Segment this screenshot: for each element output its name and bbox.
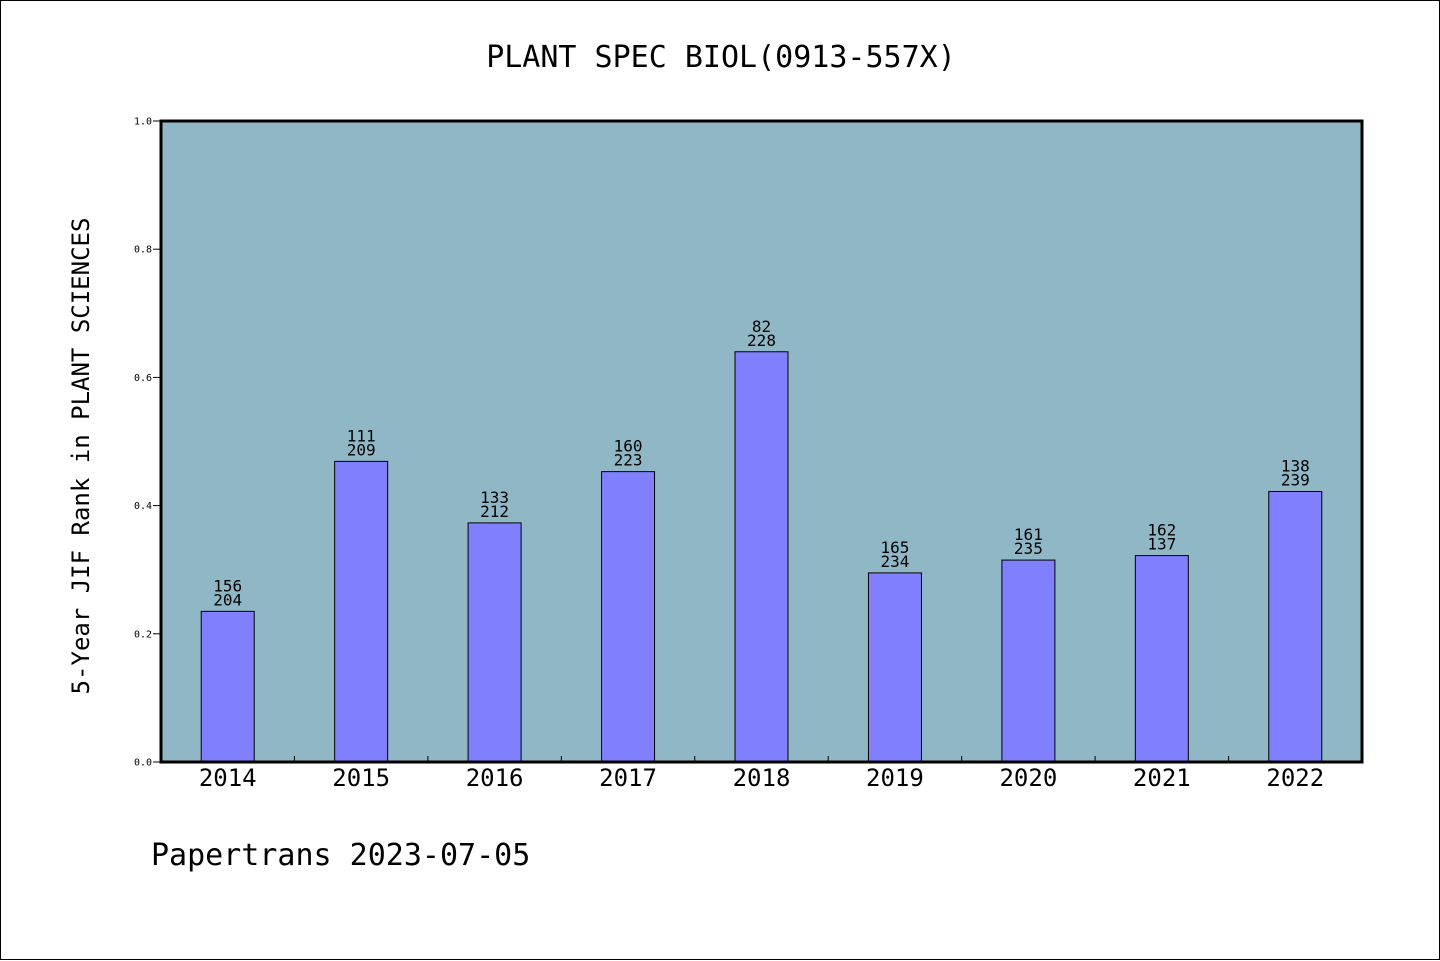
bar-label-2018: 82 228: [747, 317, 776, 350]
bar-2019: [867, 572, 922, 763]
y-tick-label: 1.0: [134, 117, 152, 128]
y-tick-label: 0.6: [134, 373, 152, 384]
footer-credit: Papertrans 2023-07-05: [151, 838, 530, 873]
bar-2014: [200, 610, 255, 763]
x-tick-label-2020: 2020: [999, 764, 1057, 792]
x-axis: 2014 2015 2016 2017 2018 2019 2020 2021 2022: [199, 756, 1324, 792]
chart-title: PLANT SPEC BIOL(0913-557X): [486, 40, 956, 75]
bar-label-2017: 160 223: [614, 437, 643, 470]
bar-2020: [1001, 559, 1056, 763]
bar-2016: [467, 522, 522, 763]
bar-labels-group: 156 204 111 209 133 212 160 223 82 228 165 234 161 23…: [213, 317, 1309, 610]
x-tick-label-2017: 2017: [599, 764, 657, 792]
bar-label-2021: 162 137: [1147, 521, 1176, 554]
bar-2022: [1268, 490, 1323, 763]
x-tick-label-2014: 2014: [199, 764, 257, 792]
bar-label-2022: 138 239: [1281, 456, 1310, 489]
bar-label-2020: 161 235: [1014, 525, 1043, 558]
x-tick-label-2022: 2022: [1266, 764, 1324, 792]
y-tick-label: 0.8: [134, 245, 152, 256]
y-axis-label: 5-Year JIF Rank in PLANT SCIENCES: [67, 218, 95, 695]
bar-2021: [1134, 555, 1189, 763]
y-tick-label: 0.0: [134, 758, 152, 769]
y-tick-label: 0.2: [134, 629, 152, 640]
bar-2015: [334, 460, 389, 763]
bar-label-2015: 111 209: [347, 426, 376, 459]
plot-frame: [159, 119, 1364, 764]
x-tick-label-2021: 2021: [1133, 764, 1191, 792]
bar-2018: [734, 351, 789, 763]
y-tick-label: 0.4: [134, 501, 152, 512]
bar-2017: [601, 471, 656, 763]
bar-label-2014: 156 204: [213, 576, 242, 609]
bars-group: [200, 351, 1323, 763]
y-axis: 0.0 0.2 0.4 0.6 0.8 1.0: [134, 117, 161, 769]
x-tick-label-2015: 2015: [332, 764, 390, 792]
bar-label-2016: 133 212: [480, 488, 509, 521]
x-tick-label-2019: 2019: [866, 764, 924, 792]
bar-label-2019: 165 234: [880, 538, 909, 571]
x-tick-label-2018: 2018: [733, 764, 791, 792]
x-tick-label-2016: 2016: [466, 764, 524, 792]
